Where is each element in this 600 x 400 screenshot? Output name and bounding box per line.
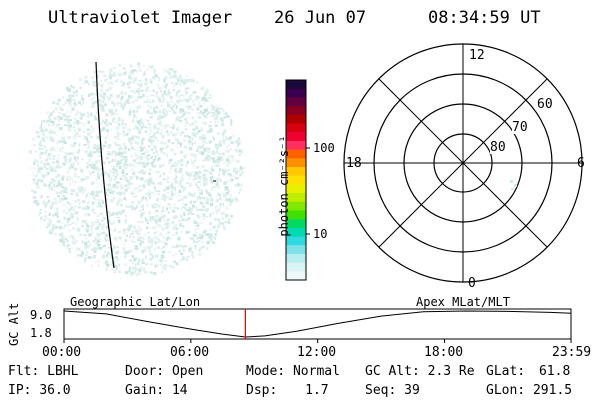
colorbar-tick-label-10: 10 (313, 227, 328, 241)
status-glat: GLat: 61.8 (486, 364, 571, 379)
colorbar-band (286, 149, 306, 159)
colorbar-band (286, 253, 306, 264)
polar-speckle (510, 180, 517, 190)
status-gain: Gain: 14 (125, 383, 188, 398)
altitude-curve (63, 310, 572, 338)
colorbar-band (286, 175, 306, 185)
status-door: Door: Open (125, 364, 204, 379)
status-seq: Seq: 39 (365, 383, 420, 398)
colorbar-band (286, 184, 306, 194)
mlt-label-18: 18 (346, 156, 362, 171)
timeline-right-label: Apex MLat/MLT (416, 295, 510, 309)
colorbar-band (286, 271, 306, 281)
time-tick-0600: 06:00 (170, 345, 210, 360)
status-gc-alt: GC Alt: 2.3 Re (365, 364, 475, 379)
timeline-frame (63, 308, 572, 340)
colorbar-band (286, 219, 306, 229)
timeline-x-ticks (63, 339, 572, 343)
terminator-line (95, 61, 115, 269)
mlt-label-6: 6 (577, 156, 585, 171)
colorbar-band (286, 123, 306, 133)
lat-label-60: 60 (537, 97, 553, 112)
time-tick-1800: 18:00 (424, 345, 464, 360)
colorbar-band (286, 132, 306, 142)
lat-label-70: 70 (512, 120, 528, 135)
colorbar-band (286, 227, 306, 238)
time-tick-1200: 12:00 (297, 345, 337, 360)
colorbar-band (286, 236, 306, 246)
colorbar-band (286, 106, 306, 116)
colorbar-band (286, 245, 306, 255)
colorbar-band (286, 80, 306, 90)
colorbar-band (286, 166, 306, 177)
colorbar-band (286, 97, 306, 107)
instrument-title: Ultraviolet Imager (48, 8, 233, 28)
colorbar-band (286, 210, 306, 220)
colorbar-band (286, 88, 306, 98)
status-mode: Mode: Normal (246, 364, 340, 379)
colorbar-tick-label-100: 100 (313, 141, 335, 155)
timeline-y-tick-max: 9.0 (30, 308, 52, 322)
polar-diagonal-2 (378, 78, 548, 248)
timeline-left-label: Geographic Lat/Lon (70, 295, 201, 309)
colorbar-frame (285, 79, 307, 281)
status-glon: GLon: 291.5 (486, 383, 573, 398)
status-dsp: Dsp: 1.7 (246, 383, 329, 398)
lat-label-80: 80 (490, 140, 506, 155)
colorbar-band (286, 201, 306, 212)
mlt-label-0: 0 (468, 276, 476, 291)
timeline-y-tick-min: 1.8 (30, 326, 52, 340)
mlt-label-12: 12 (469, 48, 485, 63)
status-flt: Flt: LBHL (8, 364, 79, 379)
time-tick-0000: 00:00 (42, 345, 82, 360)
colorbar (286, 80, 306, 281)
colorbar-band (286, 114, 306, 125)
time-tick-2359: 23:59 (552, 345, 592, 360)
colorbar-band (286, 158, 306, 168)
colorbar-band (286, 140, 306, 151)
observation-time: 08:34:59 UT (428, 8, 541, 28)
observation-date: 26 Jun 07 (274, 8, 367, 28)
colorbar-band (286, 193, 306, 203)
colorbar-band (286, 262, 306, 272)
status-ip: IP: 36.0 (8, 383, 71, 398)
